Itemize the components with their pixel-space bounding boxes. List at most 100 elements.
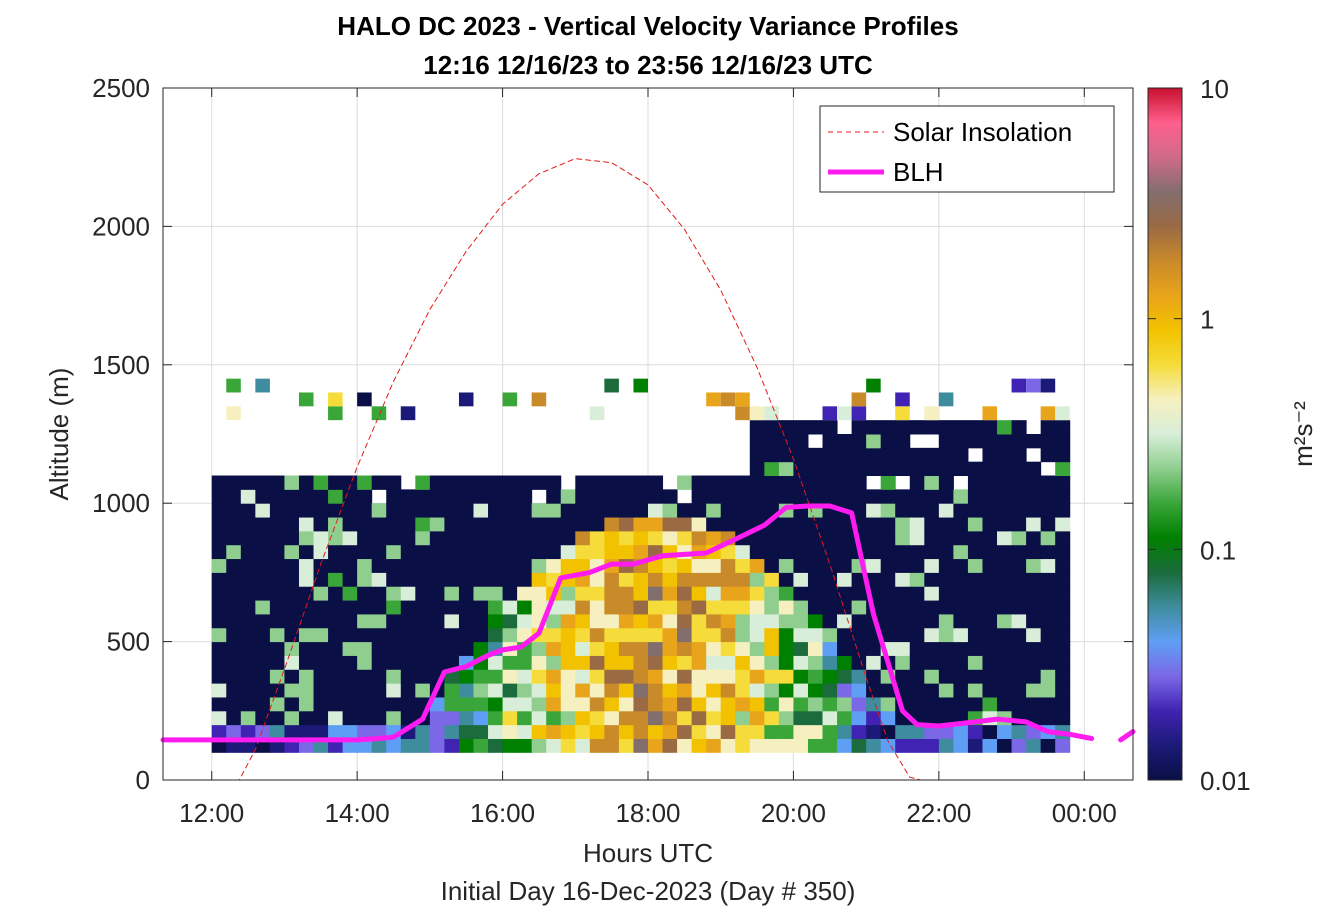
heatmap-cell bbox=[662, 724, 678, 739]
heatmap-cell bbox=[298, 710, 315, 726]
heatmap-cell bbox=[807, 710, 824, 726]
heatmap-cell bbox=[880, 586, 896, 601]
heatmap-cell bbox=[575, 475, 591, 490]
heatmap-cell bbox=[357, 503, 373, 518]
heatmap-cell bbox=[488, 544, 504, 560]
heatmap-cell bbox=[240, 503, 256, 518]
heatmap-cell bbox=[807, 696, 824, 712]
heatmap-cell bbox=[837, 530, 853, 546]
heatmap-cell bbox=[967, 641, 983, 656]
heatmap-cell bbox=[458, 627, 474, 643]
heatmap-cell bbox=[982, 586, 998, 601]
legend-label-blh: BLH bbox=[893, 157, 944, 187]
heatmap-cell bbox=[269, 683, 285, 698]
heatmap-cell bbox=[575, 600, 591, 615]
heatmap-cell bbox=[1011, 655, 1027, 670]
heatmap-cell bbox=[706, 475, 722, 490]
heatmap-cell bbox=[1055, 600, 1071, 615]
heatmap-cell bbox=[851, 696, 867, 712]
heatmap-cell bbox=[909, 641, 925, 656]
heatmap-cell bbox=[604, 683, 620, 698]
heatmap-cell bbox=[458, 724, 474, 739]
heatmap-cell bbox=[589, 586, 605, 601]
heatmap-cell bbox=[938, 530, 954, 546]
heatmap-cell bbox=[298, 544, 315, 560]
heatmap-cell bbox=[1011, 489, 1027, 504]
heatmap-cell bbox=[240, 600, 256, 615]
heatmap-cell bbox=[778, 738, 794, 753]
heatmap-cell bbox=[284, 669, 300, 684]
heatmap-cell bbox=[371, 655, 387, 670]
heatmap-cell bbox=[924, 655, 940, 670]
heatmap-cell bbox=[458, 683, 474, 698]
heatmap-cell bbox=[458, 572, 474, 587]
heatmap-cell bbox=[851, 434, 867, 449]
heatmap-cell bbox=[1055, 627, 1071, 643]
heatmap-cell bbox=[342, 503, 358, 518]
heatmap-cell bbox=[837, 517, 853, 532]
heatmap-cell bbox=[1011, 738, 1027, 753]
heatmap-cell bbox=[226, 586, 242, 601]
heatmap-cell bbox=[953, 558, 969, 573]
heatmap-cell bbox=[997, 447, 1013, 463]
heatmap-cell bbox=[793, 420, 809, 435]
heatmap-cell bbox=[240, 489, 256, 504]
heatmap-cell bbox=[895, 613, 911, 629]
heatmap-cell bbox=[953, 420, 969, 435]
heatmap-cell bbox=[255, 710, 271, 726]
heatmap-cell bbox=[531, 544, 547, 560]
heatmap-cell bbox=[255, 572, 271, 587]
heatmap-cell bbox=[866, 558, 882, 573]
heatmap-cell bbox=[386, 530, 402, 546]
heatmap-cell bbox=[240, 724, 256, 739]
heatmap-cell bbox=[691, 572, 707, 587]
heatmap-cell bbox=[749, 641, 765, 656]
heatmap-cell bbox=[502, 503, 518, 518]
heatmap-cell bbox=[851, 447, 867, 463]
heatmap-cell bbox=[720, 392, 736, 407]
heatmap-cell bbox=[517, 475, 533, 490]
colorbar-tick-label: 1 bbox=[1200, 305, 1214, 335]
heatmap-cell bbox=[226, 558, 242, 573]
heatmap-cell bbox=[924, 738, 940, 753]
heatmap-cell bbox=[502, 530, 518, 546]
heatmap-cell bbox=[226, 696, 242, 712]
heatmap-cell bbox=[953, 530, 969, 546]
heatmap-cell bbox=[386, 669, 402, 684]
heatmap-cell bbox=[458, 669, 474, 684]
heatmap-cell bbox=[604, 696, 620, 712]
heatmap-cell bbox=[371, 669, 387, 684]
heatmap-cell bbox=[357, 669, 373, 684]
heatmap-cell bbox=[982, 447, 998, 463]
heatmap-cell bbox=[313, 683, 329, 698]
heatmap-cell bbox=[560, 696, 576, 712]
heatmap-cell bbox=[1011, 434, 1027, 449]
heatmap-cell bbox=[517, 572, 533, 587]
heatmap-cell bbox=[967, 627, 983, 643]
heatmap-cell bbox=[357, 586, 373, 601]
heatmap-cell bbox=[1026, 461, 1042, 477]
heatmap-cell bbox=[837, 655, 853, 670]
heatmap-cell bbox=[662, 489, 678, 504]
heatmap-cell bbox=[298, 503, 315, 518]
heatmap-cell bbox=[720, 738, 736, 753]
heatmap-cell bbox=[895, 655, 911, 670]
heatmap-cell bbox=[1040, 627, 1056, 643]
heatmap-cell bbox=[997, 724, 1013, 739]
heatmap-cell bbox=[357, 613, 373, 629]
heatmap-cell bbox=[793, 641, 809, 656]
heatmap-cell bbox=[924, 461, 940, 477]
heatmap-cell bbox=[706, 627, 722, 643]
heatmap-cell bbox=[720, 544, 736, 560]
heatmap-cell bbox=[997, 641, 1013, 656]
heatmap-cell bbox=[778, 627, 794, 643]
heatmap-cell bbox=[677, 530, 693, 546]
heatmap-cell bbox=[560, 683, 576, 698]
heatmap-cell bbox=[298, 683, 315, 698]
heatmap-cell bbox=[953, 724, 969, 739]
heatmap-cell bbox=[342, 724, 358, 739]
heatmap-cell bbox=[837, 434, 853, 449]
heatmap-cell bbox=[909, 669, 925, 684]
heatmap-cell bbox=[400, 544, 416, 560]
heatmap-cell bbox=[546, 517, 562, 532]
